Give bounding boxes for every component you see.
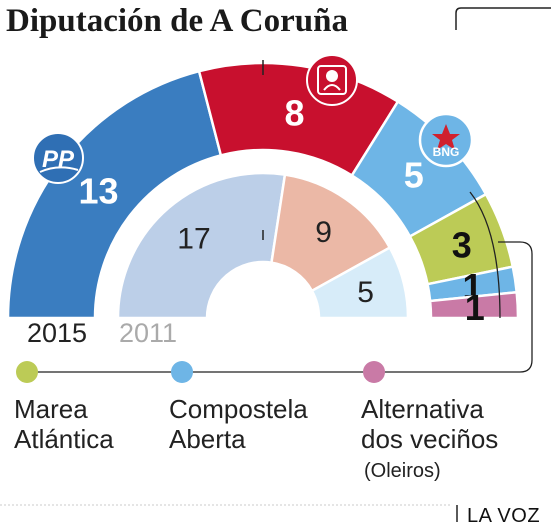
legend-dot-alternativa: [363, 361, 385, 383]
inner-ring-segment-0: [116, 171, 287, 320]
outer-ring-seat-label-3: 3: [452, 224, 472, 265]
inner-ring-segment-2: [310, 245, 410, 320]
outer-ring-seat-label-0: 13: [78, 171, 118, 212]
inner-ring-segment-1: [270, 173, 392, 293]
year-label-2011: 2011: [119, 318, 177, 348]
outer-ring-segment-5: [428, 290, 520, 320]
party-logos: PP BNG: [32, 54, 474, 184]
chart-title: Diputación de A Coruña: [6, 3, 348, 39]
pp-logo-icon: PP: [32, 132, 84, 184]
year-label-2015: 2015: [27, 318, 87, 348]
small-parties-bracket: [469, 191, 501, 319]
legend-dot-marea: [16, 361, 38, 383]
credit-label: LA VOZ: [467, 505, 540, 527]
inner-ring-seat-label-0: 17: [177, 222, 210, 255]
outer-ring-seat-label-1: 8: [284, 92, 304, 133]
inner-ring-seat-label-1: 9: [315, 216, 332, 249]
bng-logo-icon: BNG: [418, 112, 474, 168]
title-bracket: [455, 7, 551, 30]
ring-2011: 17 95: [116, 171, 410, 320]
inner-ring-seat-label-2: 5: [357, 276, 374, 309]
legend-label-alternativa-sub: (Oleiros): [364, 460, 441, 482]
outer-ring-seat-label-5: 1: [465, 287, 485, 328]
legend-label-alternativa-1: Alternativa: [361, 394, 484, 424]
outer-ring-seat-label-2: 5: [404, 155, 424, 196]
legend-label-compostela-1: Compostela: [169, 394, 308, 424]
legend: Marea Atlántica Compostela Aberta Altern…: [14, 361, 498, 482]
legend-label-marea-1: Marea: [14, 394, 88, 424]
legend-label-marea-2: Atlántica: [14, 424, 114, 454]
psoe-logo-icon: [306, 54, 358, 106]
svg-text:BNG: BNG: [433, 145, 460, 159]
legend-label-compostela-2: Aberta: [169, 424, 246, 454]
legend-dot-compostela: [171, 361, 193, 383]
legend-label-alternativa-2: dos veciños: [361, 424, 498, 454]
outer-ring-segment-0: [6, 69, 223, 320]
legend-connector: [30, 241, 533, 373]
